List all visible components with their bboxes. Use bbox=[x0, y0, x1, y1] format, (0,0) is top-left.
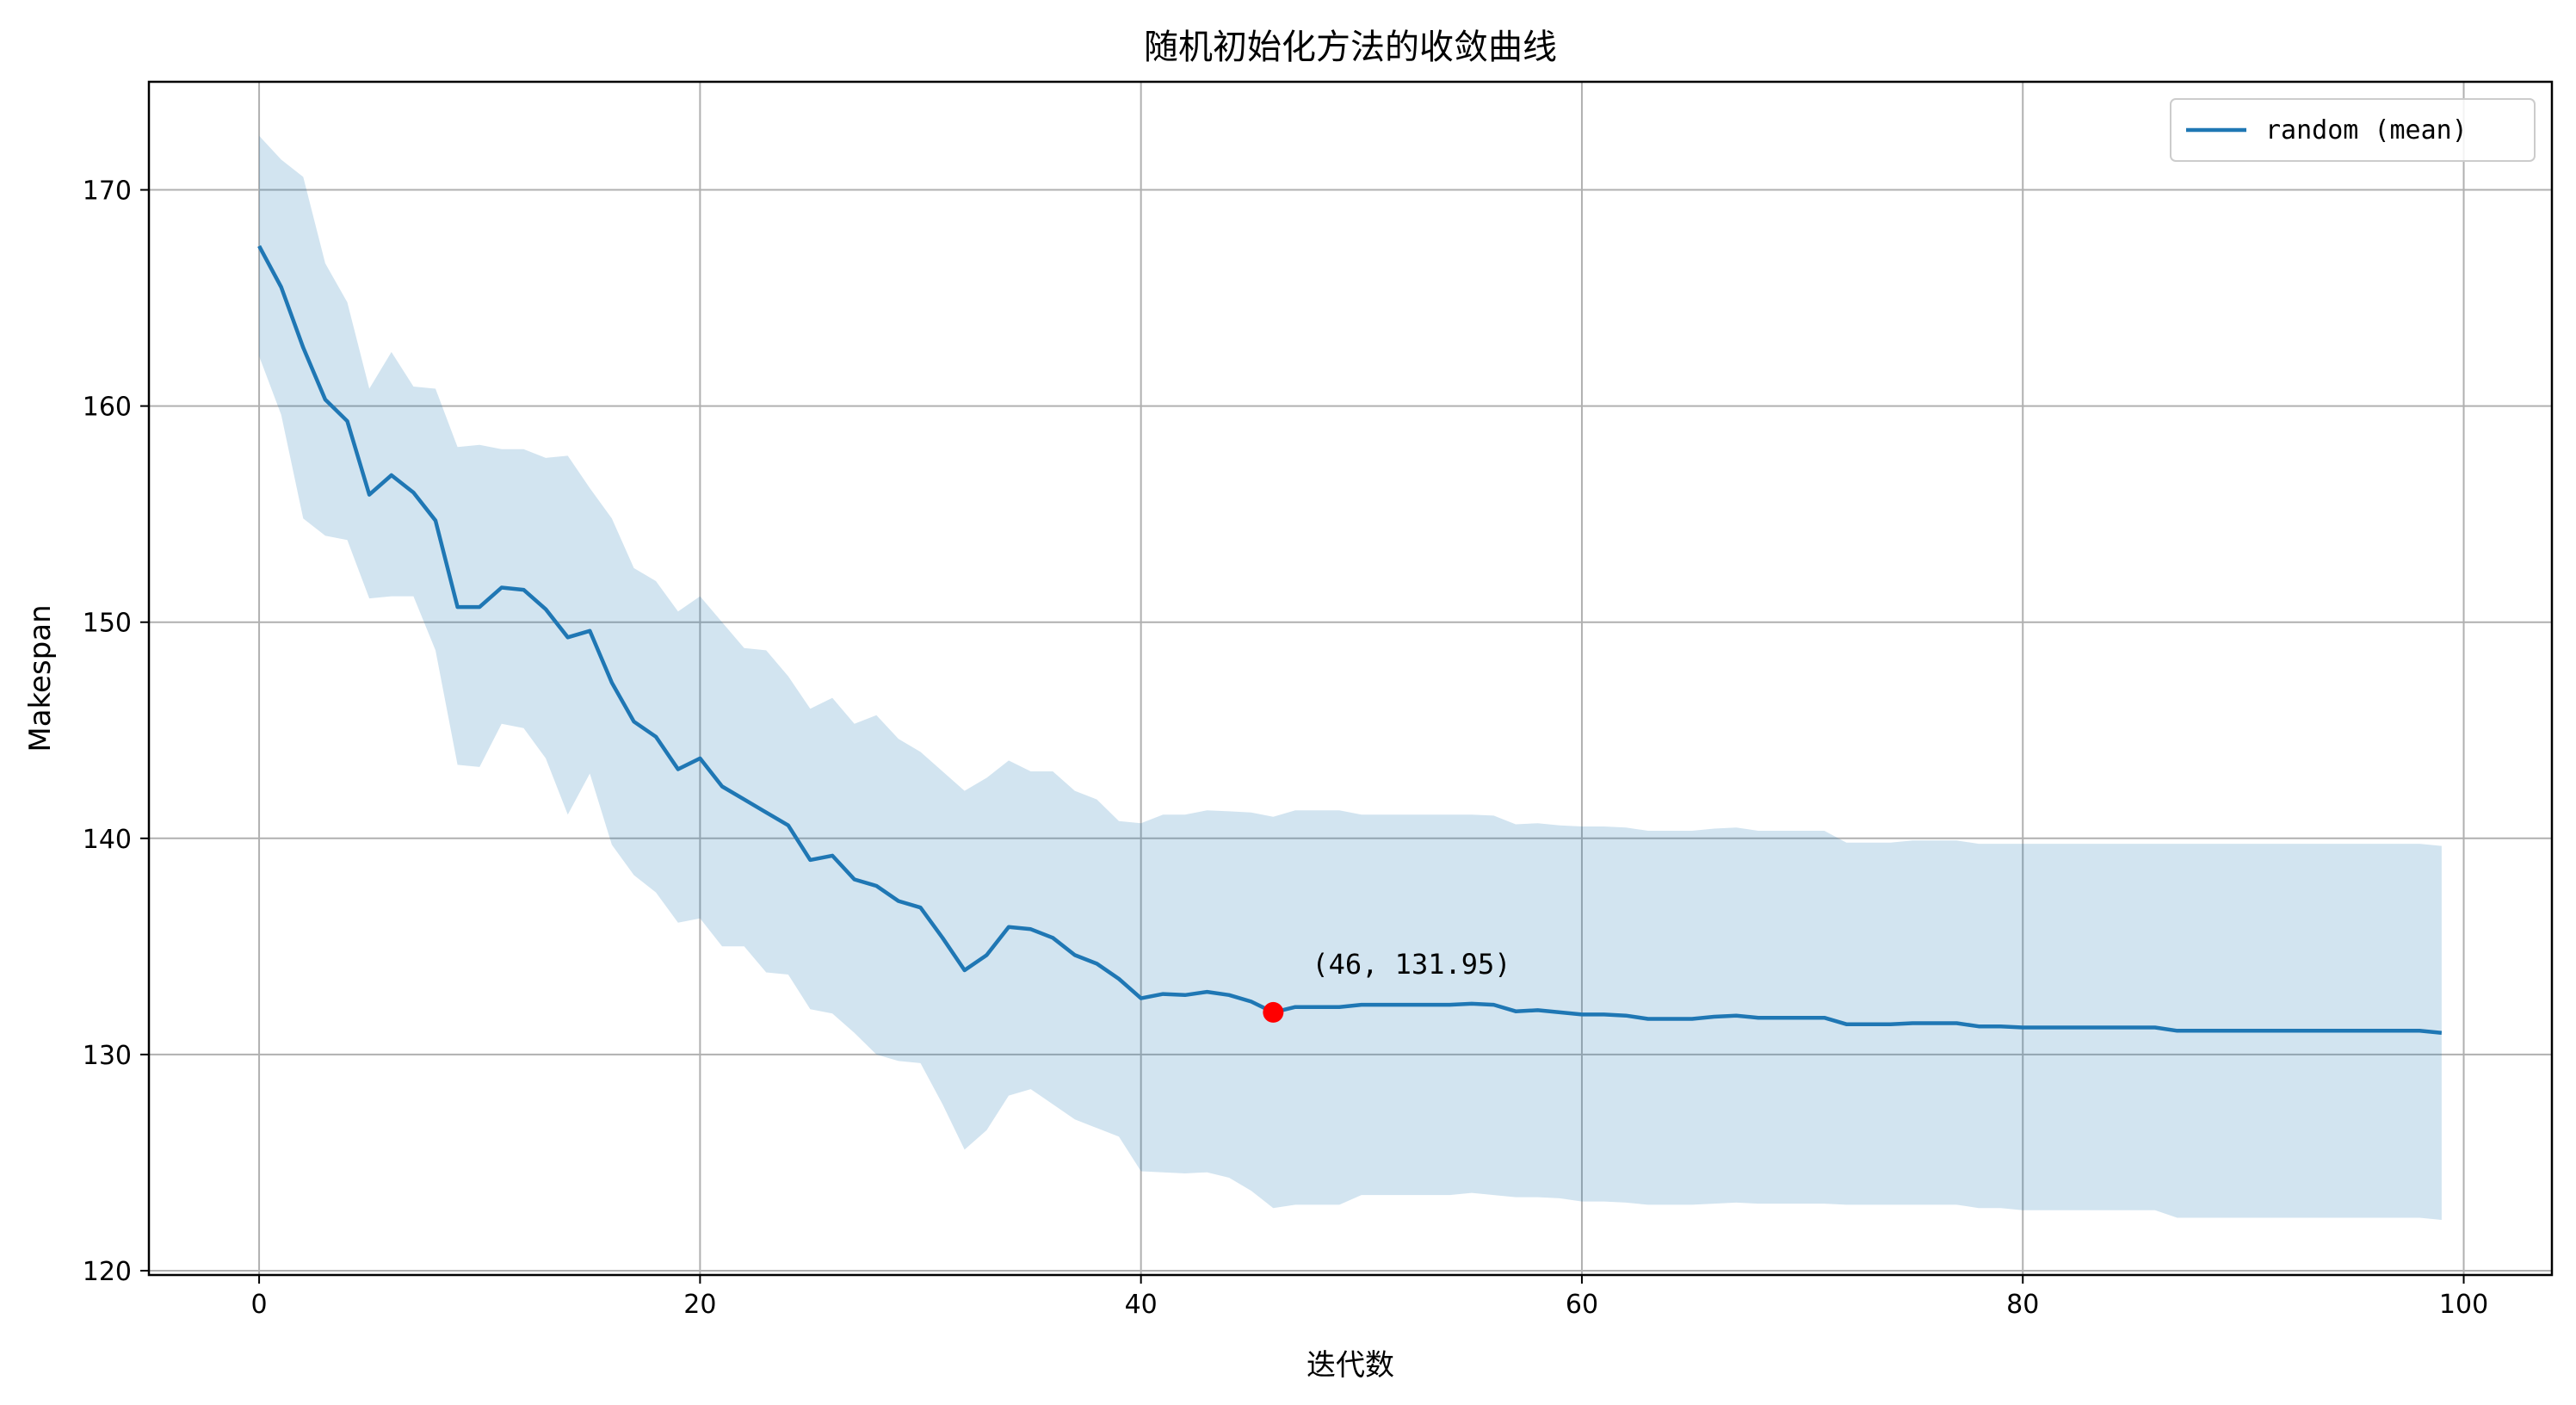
plot-frame bbox=[147, 80, 2554, 1277]
mean-line bbox=[257, 244, 2443, 1036]
x-tick-label: 60 bbox=[1566, 1290, 1598, 1320]
x-tick-label: 0 bbox=[251, 1290, 268, 1320]
x-axis-label: 迭代数 bbox=[1307, 1348, 1394, 1383]
x-tick-label: 80 bbox=[2006, 1290, 2039, 1320]
y-tick-label: 130 bbox=[83, 1041, 132, 1071]
y-tick-label: 120 bbox=[83, 1257, 132, 1287]
y-tick-label: 170 bbox=[83, 176, 132, 207]
x-axis-ticks: 0 20 40 60 80 100 bbox=[251, 1275, 2488, 1320]
legend-box bbox=[2170, 98, 2536, 162]
best-point-annotation: (46, 131.95) bbox=[1312, 948, 1510, 981]
x-tick-label: 40 bbox=[1125, 1290, 1158, 1320]
chart-title: 随机初始化方法的收敛曲线 bbox=[1144, 28, 1557, 67]
y-tick-label: 140 bbox=[83, 825, 132, 855]
grid-lines bbox=[149, 82, 2552, 1275]
best-point-marker bbox=[1263, 1001, 1284, 1023]
y-axis-ticks: 120 130 140 150 160 170 bbox=[83, 176, 149, 1287]
y-tick-label: 160 bbox=[83, 393, 132, 423]
legend: random (mean) bbox=[2170, 98, 2536, 162]
legend-label: random (mean) bbox=[2265, 115, 2468, 145]
y-tick-label: 150 bbox=[83, 609, 132, 639]
std-band bbox=[259, 135, 2442, 1220]
x-tick-label: 100 bbox=[2439, 1290, 2488, 1320]
y-axis-label: Makespan bbox=[23, 604, 58, 752]
x-tick-label: 20 bbox=[683, 1290, 716, 1320]
